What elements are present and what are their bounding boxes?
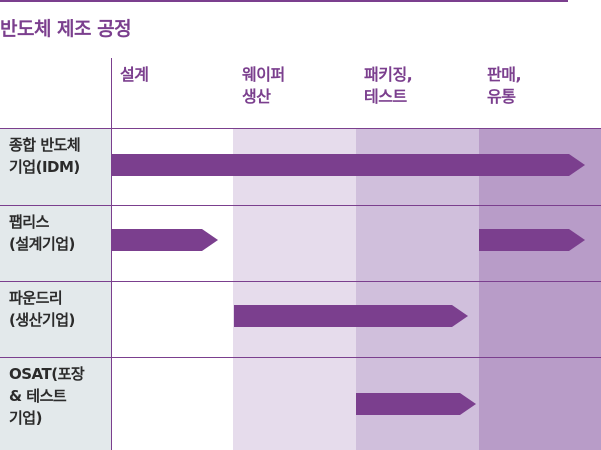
column-header-line: 생산 bbox=[242, 87, 271, 106]
column-background-wafer bbox=[233, 128, 356, 450]
row-divider bbox=[0, 357, 601, 358]
row-header-line: & 테스트 bbox=[9, 387, 67, 405]
header-divider bbox=[111, 58, 112, 450]
column-header-line: 패키징, bbox=[364, 65, 413, 84]
row-header-line: 종합 반도체 bbox=[9, 136, 81, 154]
row-header-fabless: 팹리스 (설계기업) bbox=[0, 205, 111, 281]
row-header-idm: 종합 반도체 기업(IDM) bbox=[0, 128, 111, 205]
column-header-line: 웨이퍼 bbox=[242, 65, 285, 84]
fabless-sales-arrow bbox=[479, 229, 585, 251]
row-header-line: 파운드리 bbox=[9, 289, 63, 307]
column-background-design bbox=[111, 128, 233, 450]
row-header-line: 기업(IDM) bbox=[9, 158, 80, 176]
column-header-packaging: 패키징, 테스트 bbox=[364, 64, 413, 108]
column-header-wafer: 웨이퍼 생산 bbox=[242, 64, 285, 108]
column-header-sales: 판매, 유통 bbox=[487, 64, 522, 108]
column-header-line: 설계 bbox=[120, 65, 149, 84]
row-header-osat: OSAT(포장 & 테스트 기업) bbox=[0, 357, 111, 450]
osat-packaging-arrow bbox=[356, 393, 476, 415]
foundry-wafer-arrow bbox=[234, 305, 468, 327]
column-header-design: 설계 bbox=[120, 64, 149, 86]
page-title: 반도체 제조 공정 bbox=[0, 18, 132, 40]
row-header-line: 기업) bbox=[9, 409, 42, 427]
row-header-line: (생산기업) bbox=[9, 311, 75, 329]
top-rule bbox=[0, 0, 568, 2]
row-header-foundry: 파운드리 (생산기업) bbox=[0, 281, 111, 357]
fabless-design-arrow bbox=[111, 229, 218, 251]
idm-coverage-arrow bbox=[111, 154, 585, 176]
column-header-line: 유통 bbox=[487, 87, 516, 106]
row-divider bbox=[0, 128, 601, 129]
column-header-line: 판매, bbox=[487, 65, 522, 84]
row-header-line: (설계기업) bbox=[9, 235, 75, 253]
row-header-line: OSAT(포장 bbox=[9, 365, 85, 383]
column-header-line: 테스트 bbox=[364, 87, 407, 106]
row-header-line: 팹리스 bbox=[9, 213, 49, 231]
row-divider bbox=[0, 281, 601, 282]
row-divider bbox=[0, 205, 601, 206]
column-background-sales bbox=[479, 128, 601, 450]
